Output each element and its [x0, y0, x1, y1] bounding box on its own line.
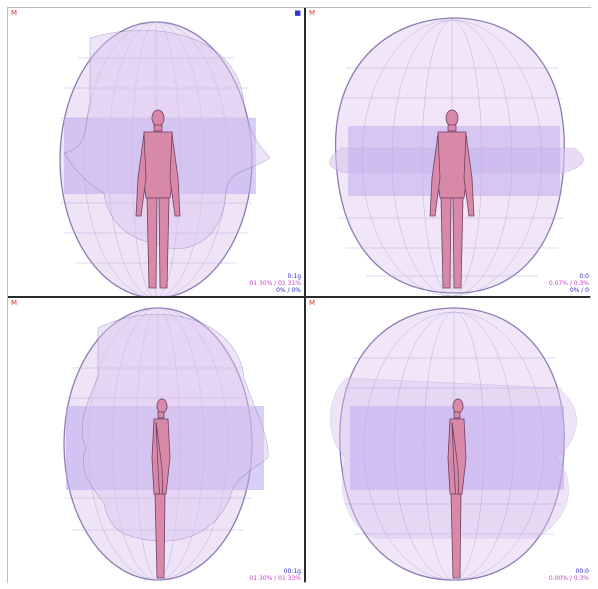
view-marker-left: M — [11, 299, 18, 307]
readout-line-1: 0:0 — [579, 273, 589, 280]
side-horizontal-render — [63, 307, 269, 581]
vertical-splitter[interactable] — [304, 8, 306, 582]
readout-line-3: 0% / 0 — [569, 287, 589, 294]
side-extended-render — [329, 307, 577, 581]
readout-line-2: 01 30% / 01 31% — [249, 280, 301, 287]
quad-viewport-grid: M ■ 0:1g 01 30% / 01 31% 0% / 0% — [7, 7, 592, 584]
readout-line-1: 00:1g — [283, 568, 301, 575]
front-horizontal-render — [59, 21, 271, 296]
view-marker-right: ■ — [294, 9, 301, 17]
view-marker-left: M — [11, 9, 18, 17]
horizontal-splitter[interactable] — [8, 296, 590, 298]
readout-line-2: 01 30% / 01 33% — [249, 575, 301, 582]
human-figure-icon — [151, 398, 171, 579]
human-figure-icon — [447, 398, 467, 579]
readout-line-3: 0% / 0% — [276, 287, 301, 294]
human-figure-icon — [135, 109, 181, 289]
stats-readout: 0:1g 01 30% / 01 31% 0% / 0% — [249, 273, 301, 294]
stats-readout: 00:0 0.00% / 0.3% — [549, 568, 589, 582]
human-figure-icon — [429, 109, 475, 289]
viewport-front-extended[interactable]: M 0:0 0.07% / 0.3% 0% / 0 — [306, 8, 592, 296]
view-marker-left: M — [309, 299, 316, 307]
front-extended-render — [329, 17, 584, 296]
viewport-side-horizontal[interactable]: M 00:1g 01 30% / 01 33% — [8, 298, 304, 584]
readout-line-2: 0.07% / 0.3% — [548, 280, 589, 287]
stats-readout: 00:1g 01 30% / 01 33% — [249, 568, 301, 582]
readout-line-1: 00:0 — [575, 568, 589, 575]
view-marker-left: M — [309, 9, 316, 17]
viewport-front-horizontal[interactable]: M ■ 0:1g 01 30% / 01 31% 0% / 0% — [8, 8, 304, 296]
readout-line-2: 0.00% / 0.3% — [548, 575, 589, 582]
viewport-side-extended[interactable]: M 00:0 0.00% / 0.3% — [306, 298, 592, 584]
readout-line-1: 0:1g — [287, 273, 301, 280]
stats-readout: 0:0 0.07% / 0.3% 0% / 0 — [549, 273, 589, 294]
